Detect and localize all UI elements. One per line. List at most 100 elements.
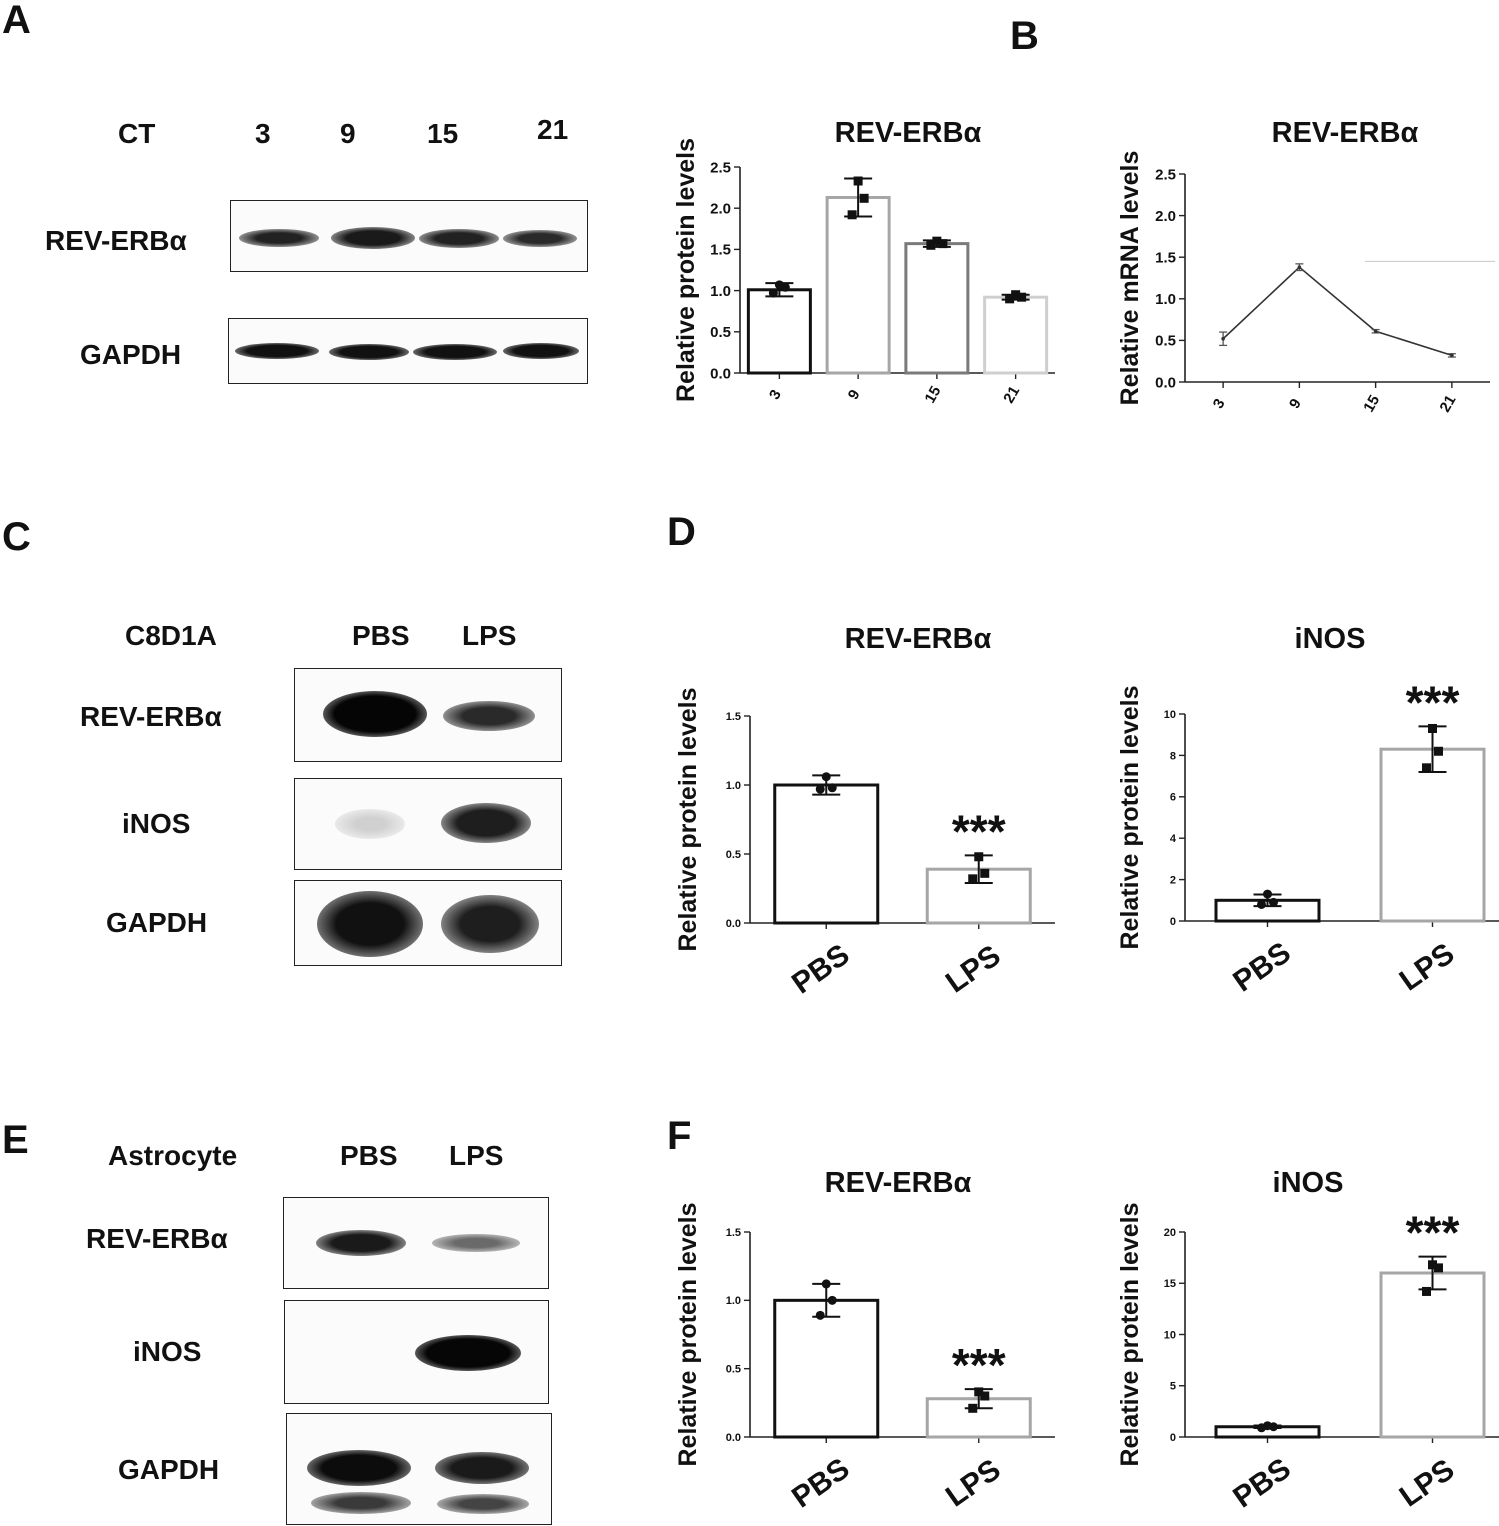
blot-c-row-inos: iNOS	[122, 808, 191, 839]
blot-c-lane-lps: LPS	[462, 620, 517, 651]
data-point	[1434, 1263, 1443, 1273]
blot-c-gapdh-membrane	[294, 880, 562, 966]
data-point	[1428, 1260, 1437, 1270]
blot-band	[335, 809, 405, 839]
y-tick-label: 0	[1170, 1432, 1176, 1444]
x-tick-label: LPS	[1394, 937, 1461, 998]
data-point	[859, 193, 869, 203]
y-tick-label: 0.5	[1155, 333, 1176, 350]
bar	[1379, 1271, 1486, 1439]
x-tick-label: LPS	[940, 1453, 1007, 1514]
x-tick-label: PBS	[786, 938, 855, 1000]
blot-a-gapdh-membrane	[228, 318, 588, 384]
y-tick-label: 2	[1170, 874, 1176, 886]
bar	[773, 783, 880, 925]
y-tick-label: 0.5	[710, 324, 731, 341]
significance-marker: ***	[1406, 1207, 1460, 1259]
data-point	[1269, 897, 1278, 907]
blot-band	[323, 691, 427, 737]
chart-a-protein-bar: REV-ERBα Relative protein levels 0.0 0.5 1.0…	[672, 117, 1055, 406]
data-point	[1450, 353, 1454, 358]
blot-a-row-rev-erba: REV-ERBα	[45, 225, 187, 256]
chart-title: iNOS	[1273, 1167, 1344, 1199]
data-point	[932, 236, 942, 246]
data-point	[980, 868, 990, 878]
y-tick-label: 10	[1164, 1329, 1176, 1341]
blot-a-lane-9: 9	[340, 118, 356, 149]
data-point	[1373, 329, 1378, 334]
blot-e-rev-erba-membrane	[283, 1197, 549, 1289]
data-point	[821, 1279, 831, 1289]
data-point	[780, 282, 790, 292]
chart-d-inos-bar: iNOS Relative protein levels 0 2 4 6 8 10 PBS LPS…	[1116, 623, 1499, 998]
data-point	[1428, 723, 1437, 733]
x-tick-label: LPS	[940, 939, 1007, 1000]
blot-a-lane-21: 21	[537, 114, 569, 145]
blot-band	[503, 230, 577, 247]
y-tick-label: 8	[1170, 750, 1176, 762]
chart-d-rev-erba-bar: REV-ERBα Relative protein levels 0.0 0.5 1.0…	[674, 623, 1055, 1000]
y-tick-label: 0.0	[1155, 374, 1176, 391]
chart-b-mrna-line: REV-ERBα Relative mRNA levels 0.0 0.5 1.0 1.5…	[1116, 117, 1495, 415]
bar	[904, 242, 970, 375]
blot-e-cell-label: Astrocyte	[108, 1140, 238, 1171]
data-point	[1257, 1423, 1266, 1433]
blot-band	[419, 229, 499, 248]
y-tick-label: 0.0	[726, 1432, 741, 1444]
chart-title: REV-ERBα	[845, 623, 992, 655]
x-tick-label: 15	[1360, 392, 1383, 415]
panel-letter-e: E	[2, 1118, 29, 1162]
y-axis-label: Relative protein levels	[674, 687, 702, 951]
data-point	[1297, 265, 1302, 269]
bar	[746, 288, 812, 375]
chart-title: iNOS	[1295, 623, 1366, 655]
data-point	[1017, 292, 1027, 302]
data-point	[768, 288, 778, 298]
y-tick-label: 1.5	[726, 711, 741, 723]
x-tick-label: 21	[1436, 392, 1459, 415]
x-tick-label: PBS	[786, 1452, 855, 1514]
chart-f-rev-erba-bar: REV-ERBα Relative protein levels 0.0 0.5 1.0…	[674, 1167, 1055, 1514]
x-tick-label: 3	[766, 387, 785, 403]
blot-e-row-rev-erba: REV-ERBα	[86, 1223, 228, 1254]
blot-c-lane-pbs: PBS	[352, 620, 410, 651]
x-tick-label: 9	[1286, 396, 1305, 412]
panel-letter-a: A	[2, 0, 31, 42]
y-tick-label: 2.0	[710, 200, 731, 217]
blot-band	[437, 1494, 529, 1514]
y-tick-label: 10	[1164, 709, 1176, 721]
y-tick-label: 1.5	[726, 1227, 741, 1239]
blot-band	[239, 229, 319, 247]
blot-band	[235, 343, 319, 359]
x-tick-label: LPS	[1394, 1453, 1461, 1514]
chart-f-inos-bar: iNOS Relative protein levels 0 5 10 15 20 PBS LP…	[1116, 1167, 1499, 1514]
data-point	[1263, 889, 1272, 899]
blot-band	[503, 343, 579, 359]
y-axis-label: Relative protein levels	[672, 138, 700, 402]
data-point	[1269, 1422, 1278, 1432]
x-tick-label: 3	[1210, 396, 1229, 412]
y-tick-label: 4	[1170, 833, 1177, 845]
blot-a-ct-label: CT	[118, 118, 156, 149]
y-tick-label: 0	[1170, 916, 1176, 928]
data-point	[938, 239, 948, 249]
data-point	[968, 874, 978, 884]
y-axis-label: Relative mRNA levels	[1116, 151, 1144, 406]
data-point	[968, 1403, 978, 1413]
blot-e-lane-lps: LPS	[449, 1140, 504, 1171]
y-tick-label: 2.0	[1155, 208, 1176, 225]
chart-title: REV-ERBα	[1272, 117, 1419, 149]
blot-band	[307, 1450, 411, 1486]
blot-e-inos-membrane	[284, 1300, 549, 1404]
bar	[1379, 747, 1486, 923]
blot-c-cell-label: C8D1A	[125, 620, 217, 651]
y-axis-label: Relative protein levels	[674, 1202, 702, 1466]
y-tick-label: 1.0	[710, 283, 731, 300]
blot-c-row-gapdh: GAPDH	[106, 907, 208, 938]
y-tick-label: 2.5	[1155, 166, 1176, 183]
y-tick-label: 1.5	[1155, 249, 1176, 266]
y-tick-label: 1.0	[1155, 291, 1176, 308]
blot-band	[441, 895, 539, 953]
blot-band	[443, 701, 535, 731]
chart-title: REV-ERBα	[825, 1167, 972, 1199]
